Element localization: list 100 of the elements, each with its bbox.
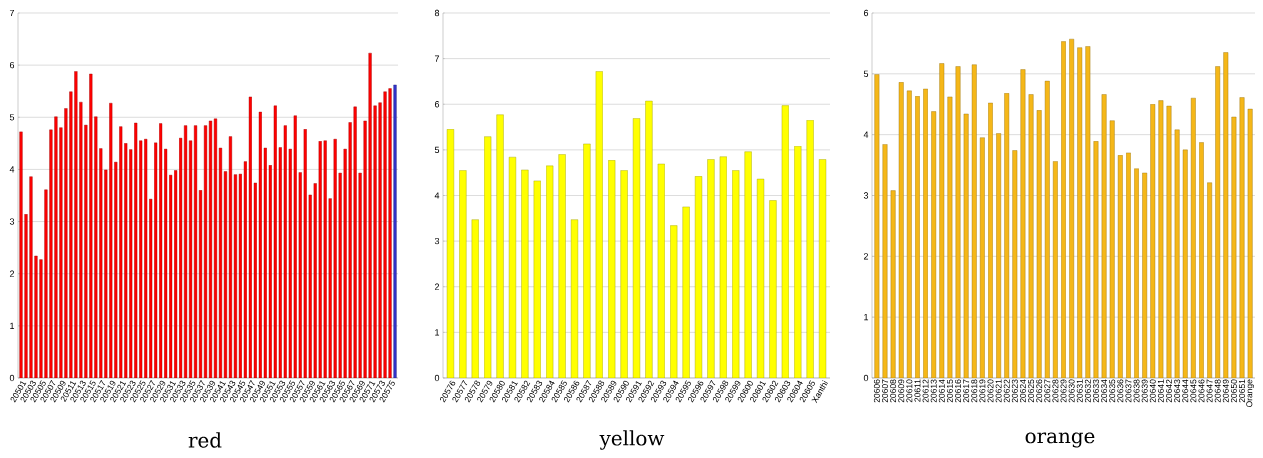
x-tick-label: 20616 bbox=[955, 379, 962, 403]
bar bbox=[1101, 94, 1107, 378]
x-tick-label: 20608 bbox=[890, 379, 897, 403]
bar bbox=[732, 170, 740, 378]
y-tick-label: 4 bbox=[9, 166, 15, 173]
x-tick-label: 20646 bbox=[1198, 379, 1205, 403]
bar bbox=[769, 200, 777, 378]
bar bbox=[471, 219, 479, 378]
x-tick-label: 20610 bbox=[906, 379, 913, 403]
x-tick-label: 20644 bbox=[1182, 379, 1189, 403]
x-tick-label: 20627 bbox=[1044, 379, 1051, 403]
x-tick-label: 20635 bbox=[1109, 379, 1116, 403]
x-tick-label: 20611 bbox=[914, 379, 921, 402]
x-tick-label: 20623 bbox=[1011, 379, 1018, 403]
x-tick-label: 20649 bbox=[1222, 379, 1229, 403]
y-tick-label: 7 bbox=[434, 55, 440, 62]
x-tick-label: 20614 bbox=[938, 379, 945, 403]
y-tick-label: 1 bbox=[864, 314, 869, 321]
y-tick-label: 3 bbox=[434, 237, 440, 245]
x-tick-label: 20640 bbox=[1149, 379, 1156, 403]
bar bbox=[1134, 168, 1139, 378]
bar bbox=[1199, 142, 1204, 378]
bar bbox=[1020, 69, 1026, 378]
bar bbox=[898, 82, 904, 378]
y-tick-label: 2 bbox=[9, 270, 15, 277]
y-tick-label: 8 bbox=[434, 9, 440, 17]
y-tick-label: 4 bbox=[863, 131, 869, 138]
bar bbox=[1036, 110, 1042, 378]
x-tick-label: 20630 bbox=[1068, 379, 1075, 403]
bar bbox=[874, 74, 880, 378]
bar bbox=[1150, 104, 1156, 378]
y-tick-label: 1 bbox=[435, 329, 440, 336]
x-tick-label: 20628 bbox=[1052, 379, 1059, 403]
bar bbox=[558, 154, 566, 378]
y-tick-label: 2 bbox=[863, 253, 869, 260]
bar bbox=[1158, 100, 1164, 378]
x-tick-label: 20607 bbox=[882, 379, 888, 403]
bar bbox=[744, 151, 752, 378]
x-tick-label: 20638 bbox=[1133, 379, 1140, 403]
x-tick-label: 20632 bbox=[1084, 379, 1091, 403]
text: red bbox=[188, 432, 222, 448]
x-tick-label: 20606 bbox=[873, 379, 880, 403]
y-tick-label: 3 bbox=[863, 192, 869, 199]
x-tick-label: 20625 bbox=[1028, 379, 1035, 403]
bar bbox=[890, 190, 896, 378]
x-tick-label: 20629 bbox=[1060, 379, 1067, 403]
y-tick-label: 4 bbox=[434, 192, 440, 199]
x-tick-label: 20624 bbox=[1019, 379, 1026, 403]
y-tick-label: 5 bbox=[863, 70, 869, 77]
bar bbox=[484, 136, 492, 378]
x-tick-label: 20634 bbox=[1101, 379, 1108, 403]
bar bbox=[546, 165, 554, 378]
bar bbox=[608, 160, 616, 378]
y-tick-label: 0 bbox=[9, 374, 15, 382]
y-tick-label: 0 bbox=[863, 374, 869, 382]
bar bbox=[1109, 120, 1115, 378]
x-tick-label: 20637 bbox=[1125, 379, 1132, 403]
bar bbox=[794, 146, 802, 378]
bar bbox=[1223, 52, 1229, 378]
bar bbox=[1126, 152, 1131, 378]
text: orange bbox=[1025, 432, 1095, 448]
bar bbox=[781, 105, 789, 378]
x-tick-label: 20613 bbox=[930, 379, 937, 403]
y-tick-label: 6 bbox=[863, 9, 869, 17]
y-tick-label: 6 bbox=[9, 61, 15, 69]
x-tick-label: 20615 bbox=[946, 379, 953, 403]
bar bbox=[682, 206, 690, 378]
bar bbox=[670, 225, 678, 378]
bar bbox=[939, 63, 945, 378]
bar bbox=[1174, 129, 1180, 378]
x-tick-label: 20639 bbox=[1141, 379, 1148, 403]
x-tick-label: 20612 bbox=[922, 379, 929, 403]
bar bbox=[620, 170, 628, 378]
x-tick-label: 20641 bbox=[1157, 379, 1164, 403]
bar bbox=[707, 159, 715, 378]
x-tick-label: 20651 bbox=[1239, 379, 1246, 403]
x-tick-label: 20631 bbox=[1076, 379, 1083, 403]
x-tick-label: 20619 bbox=[979, 379, 986, 403]
bar bbox=[955, 66, 961, 378]
bar bbox=[1085, 46, 1091, 378]
bar bbox=[393, 84, 397, 378]
y-tick-label: 2 bbox=[434, 283, 440, 290]
bar bbox=[806, 120, 814, 378]
bar bbox=[521, 169, 529, 378]
bar bbox=[583, 143, 591, 378]
y-tick-label: 0 bbox=[434, 374, 440, 382]
y-tick-label: 1 bbox=[10, 322, 15, 329]
bar bbox=[915, 96, 920, 378]
y-tick-label: 7 bbox=[9, 9, 15, 17]
x-tick-label: 20650 bbox=[1230, 379, 1237, 403]
x-tick-label: 20647 bbox=[1206, 379, 1213, 403]
text: yellow bbox=[599, 430, 665, 450]
x-tick-label: 20642 bbox=[1166, 379, 1172, 403]
x-tick-label: 20609 bbox=[898, 379, 905, 403]
bar bbox=[595, 71, 603, 378]
x-tick-label: 20618 bbox=[971, 379, 978, 403]
bar bbox=[533, 180, 541, 378]
x-tick-label: 20645 bbox=[1190, 379, 1197, 403]
x-tick-label: Orange bbox=[1246, 379, 1254, 408]
bar bbox=[1061, 41, 1066, 378]
